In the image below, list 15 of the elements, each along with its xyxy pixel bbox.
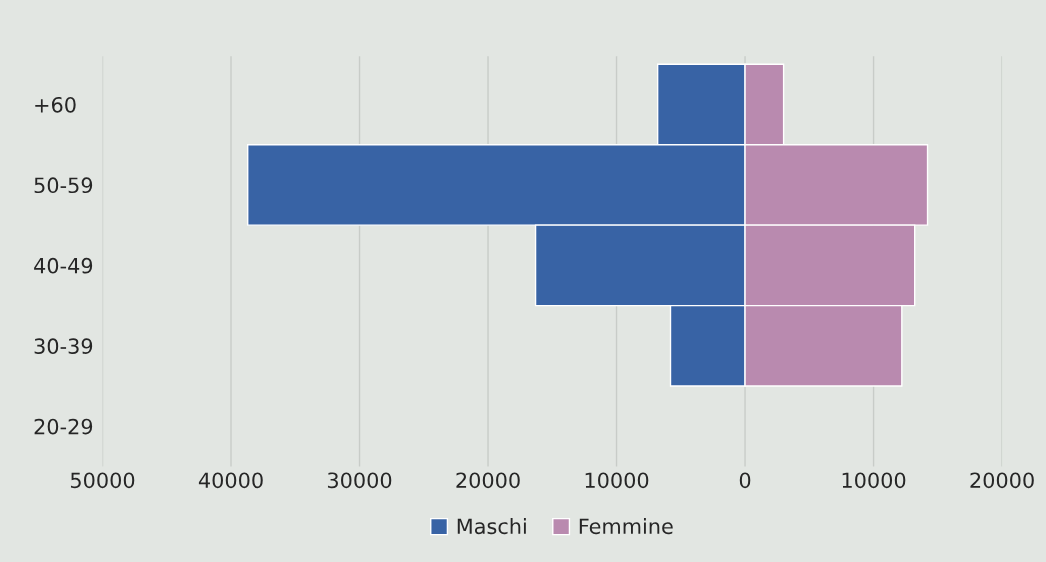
legend-label: Maschi bbox=[457, 518, 526, 535]
x-tick-label: 10000 bbox=[842, 472, 906, 489]
y-tick-label: 20-29 bbox=[34, 418, 93, 435]
x-tick-label: 20000 bbox=[456, 472, 520, 489]
x-tick-label: 30000 bbox=[327, 472, 392, 489]
x-tick-label: 0 bbox=[739, 472, 751, 489]
x-tick-label: 10000 bbox=[585, 472, 649, 489]
x-tick-label: 40000 bbox=[198, 472, 263, 489]
y-tick-label: 40-49 bbox=[34, 257, 93, 274]
x-tick-label: 20000 bbox=[970, 472, 1034, 489]
x-tick-label: 50000 bbox=[70, 472, 135, 489]
legend-label: Femmine bbox=[579, 518, 673, 535]
y-tick-label: 30-39 bbox=[34, 338, 93, 355]
y-tick-label: +60 bbox=[35, 96, 76, 113]
y-tick-label: 50-59 bbox=[34, 177, 93, 194]
